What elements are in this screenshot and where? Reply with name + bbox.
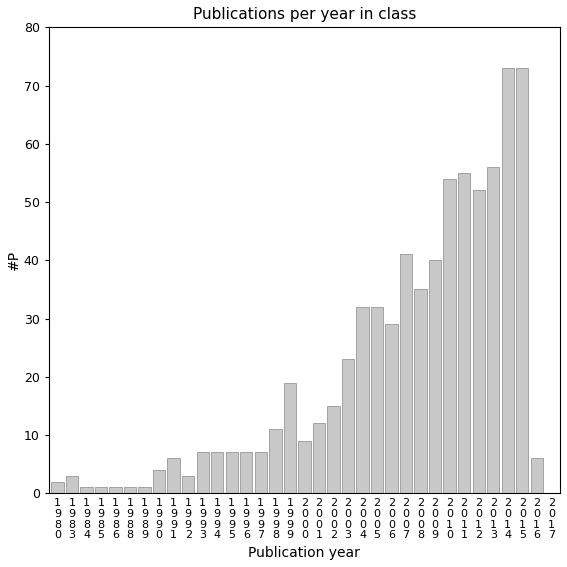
Bar xyxy=(66,476,78,493)
Bar xyxy=(182,476,194,493)
Bar xyxy=(327,406,340,493)
Bar xyxy=(386,324,397,493)
Bar xyxy=(211,452,223,493)
Bar xyxy=(502,68,514,493)
Bar xyxy=(313,424,325,493)
Bar xyxy=(356,307,369,493)
Bar xyxy=(269,429,282,493)
Bar xyxy=(429,260,441,493)
Bar xyxy=(458,173,471,493)
Bar xyxy=(487,167,500,493)
Bar xyxy=(197,452,209,493)
Bar xyxy=(167,458,180,493)
Y-axis label: #P: #P xyxy=(7,250,21,270)
Bar xyxy=(51,481,64,493)
Bar xyxy=(414,289,427,493)
Bar xyxy=(138,488,151,493)
Bar xyxy=(472,191,485,493)
Bar xyxy=(516,68,528,493)
Bar xyxy=(255,452,267,493)
Bar xyxy=(81,488,92,493)
Bar xyxy=(284,383,296,493)
Bar xyxy=(95,488,107,493)
Bar xyxy=(531,458,543,493)
Bar xyxy=(342,359,354,493)
Bar xyxy=(443,179,456,493)
Bar xyxy=(109,488,122,493)
Title: Publications per year in class: Publications per year in class xyxy=(193,7,416,22)
Bar xyxy=(371,307,383,493)
Bar xyxy=(124,488,136,493)
Bar xyxy=(400,255,412,493)
Bar xyxy=(298,441,311,493)
Bar xyxy=(153,470,166,493)
X-axis label: Publication year: Publication year xyxy=(248,546,361,560)
Bar xyxy=(240,452,252,493)
Bar xyxy=(226,452,238,493)
